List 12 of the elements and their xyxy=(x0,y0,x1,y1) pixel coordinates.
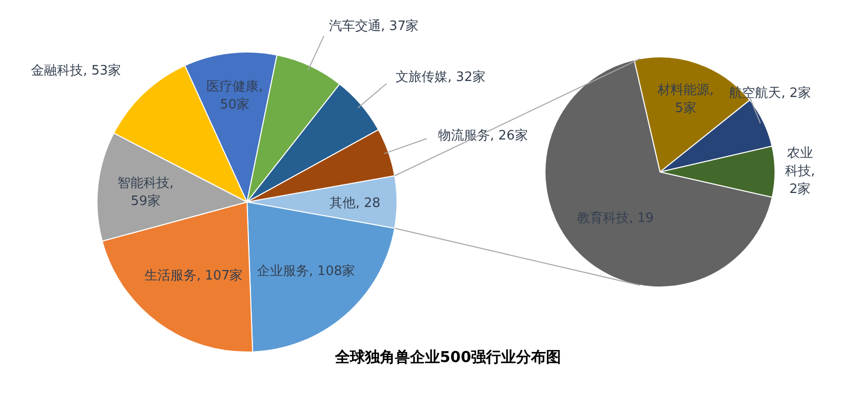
data-label: 文旅传媒, 32家 xyxy=(396,70,486,85)
data-label: 生活服务, 107家 xyxy=(144,268,243,284)
data-label: 智能科技, 59家 xyxy=(118,176,174,210)
data-label: 医疗健康, 50家 xyxy=(206,80,263,113)
data-label: 航空航天, 2家 xyxy=(729,86,811,101)
data-label: 企业服务, 108家 xyxy=(257,264,356,279)
data-label: 农业科技, 2家 xyxy=(784,146,816,197)
data-label: 汽车交通, 37家 xyxy=(328,19,419,34)
text: 全球独角兽企业500强行业分布图 xyxy=(334,348,562,366)
data-label: 金融科技, 53家 xyxy=(31,63,121,78)
data-label: 其他, 28 xyxy=(330,196,380,211)
data-label: 材料能源, 5家 xyxy=(658,83,714,116)
